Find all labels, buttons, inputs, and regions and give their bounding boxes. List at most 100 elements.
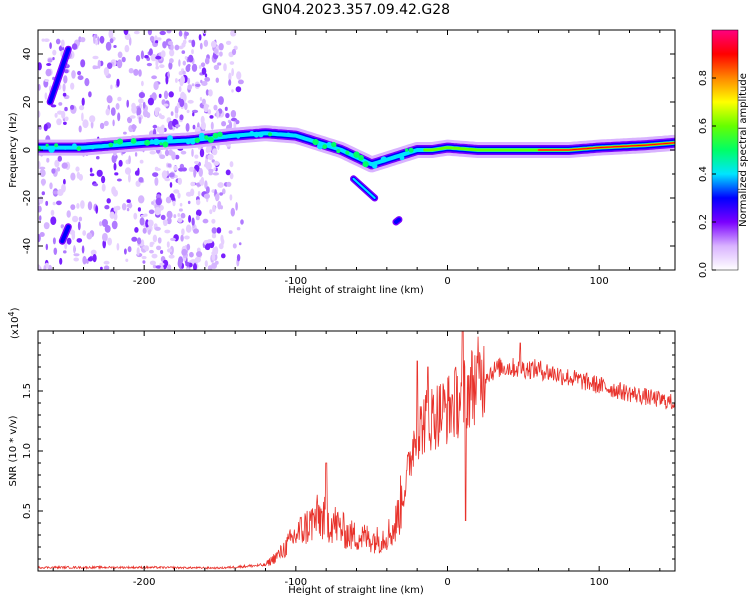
x-tick-label: 0 (444, 577, 450, 588)
noise-blob (168, 61, 173, 70)
noise-blob (190, 188, 195, 197)
noise-blob (66, 210, 71, 218)
noise-blob (52, 49, 57, 56)
noise-blob (127, 173, 131, 183)
noise-blob (109, 211, 115, 219)
colorbar: 0.0 0.2 0.4 0.6 0.8 Normalized spectral ampl… (698, 29, 749, 278)
noise-blob (213, 160, 220, 166)
noise-blob (167, 40, 173, 46)
noise-blob (188, 166, 195, 172)
noise-blob (195, 209, 202, 217)
noise-blob (92, 254, 97, 263)
noise-blob (109, 38, 114, 44)
noise-blob (123, 30, 129, 36)
snr-exponent-power: 4 (7, 311, 16, 316)
noise-blob (177, 192, 181, 199)
noise-blob (200, 121, 206, 130)
noise-blob (152, 124, 158, 129)
noise-blob (230, 207, 235, 217)
noise-blob (40, 178, 47, 186)
noise-blob (129, 115, 136, 119)
noise-blob (103, 265, 110, 270)
noise-blob (189, 251, 194, 258)
noise-blob (147, 219, 154, 227)
ridge-speckle (258, 131, 264, 138)
noise-blob (168, 172, 175, 178)
noise-blob (49, 182, 53, 190)
svg-text:(x104): (x104) (7, 307, 21, 339)
ridge-speckle (358, 154, 364, 161)
noise-blob (38, 196, 44, 204)
noise-blob (167, 163, 172, 168)
noise-blob (61, 162, 68, 169)
noise-blob (52, 201, 56, 206)
noise-blob (52, 237, 56, 245)
spectrogram-x-label: Height of straight line (km) (288, 285, 424, 296)
noise-blob (136, 237, 142, 245)
noise-blob (212, 204, 216, 213)
noise-blob (181, 248, 188, 256)
noise-blob (228, 121, 233, 130)
y-tick-label: 1.0 (22, 443, 33, 459)
noise-blob (43, 222, 50, 230)
noise-blob (124, 248, 127, 255)
noise-blob (230, 110, 237, 118)
noise-blob (160, 265, 164, 270)
noise-blob (77, 70, 82, 76)
noise-blob (147, 30, 152, 36)
ridge-speckle (48, 146, 55, 153)
noise-blob (80, 200, 85, 209)
noise-blob (96, 156, 100, 160)
noise-blob (154, 177, 159, 186)
noise-blob (204, 158, 209, 168)
noise-blob (179, 77, 184, 87)
noise-blob (194, 160, 199, 165)
noise-blob (110, 84, 113, 90)
noise-blob (178, 86, 182, 93)
noise-blob (103, 120, 109, 127)
noise-blob (182, 60, 186, 66)
noise-blob (228, 72, 232, 82)
noise-blob (184, 31, 189, 36)
noise-blob (50, 209, 55, 216)
noise-blob (182, 70, 186, 75)
noise-blob (141, 255, 147, 260)
noise-blob (93, 34, 96, 44)
noise-blob (206, 144, 212, 153)
noise-blob (44, 79, 50, 82)
noise-blob (202, 218, 209, 224)
noise-blob (223, 63, 227, 72)
x-tick-label: -100 (284, 577, 307, 588)
noise-blob (160, 250, 164, 254)
noise-blob (159, 30, 166, 36)
streak-feature-core-2 (60, 224, 71, 244)
noise-blob (187, 84, 193, 90)
noise-blob (211, 253, 216, 261)
colorbar-tick-label: 0.8 (698, 70, 709, 86)
noise-blob (216, 227, 222, 234)
noise-blob (52, 190, 59, 195)
noise-blob (218, 96, 224, 105)
noise-blob (77, 75, 84, 81)
noise-blob (169, 58, 174, 64)
noise-blob (133, 212, 138, 220)
ridge-speckle (108, 142, 114, 148)
noise-blob (191, 49, 194, 55)
ridge-speckle (404, 148, 409, 152)
noise-blob (170, 44, 174, 51)
ridge-speckle (186, 140, 191, 145)
noise-blob (105, 41, 112, 51)
noise-blob (104, 205, 110, 210)
noise-blob (229, 172, 234, 180)
noise-blob (182, 39, 187, 45)
noise-blob (70, 172, 76, 181)
noise-blob (151, 253, 158, 259)
noise-blob (77, 221, 81, 231)
noise-blob (231, 68, 235, 77)
noise-blob (214, 193, 220, 202)
noise-blob (206, 239, 213, 244)
noise-blob (128, 36, 132, 46)
y-tick-label: -20 (22, 190, 33, 206)
noise-blob (133, 30, 140, 35)
noise-blob (200, 79, 203, 84)
